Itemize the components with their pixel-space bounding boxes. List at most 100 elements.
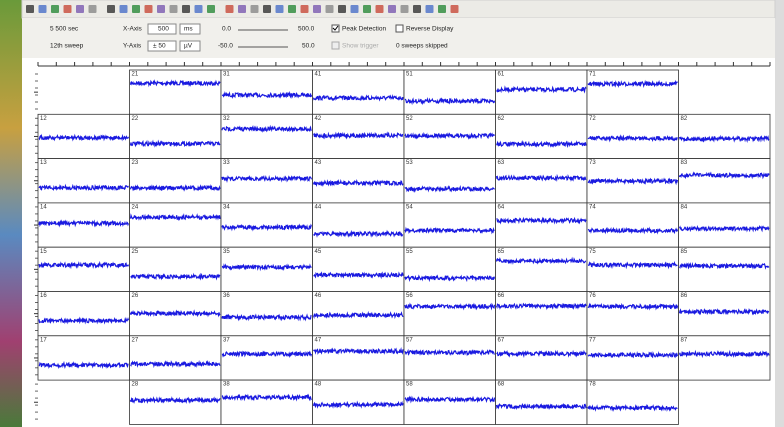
tool-button[interactable] xyxy=(195,5,203,13)
channel-label: 12 xyxy=(40,116,47,122)
tool-button[interactable] xyxy=(363,5,371,13)
tool-button[interactable] xyxy=(263,5,271,13)
tool-button[interactable] xyxy=(288,5,296,13)
channel-cell xyxy=(38,292,130,336)
channel-cell xyxy=(587,247,679,291)
channel-cell xyxy=(130,159,222,203)
channel-cell xyxy=(496,203,588,247)
tool-button[interactable] xyxy=(413,5,421,13)
tool-button[interactable] xyxy=(251,5,259,13)
tool-button[interactable] xyxy=(376,5,384,13)
tool-button[interactable] xyxy=(301,5,309,13)
channel-cell xyxy=(221,292,313,336)
channel-label: 16 xyxy=(40,293,47,299)
tool-button[interactable] xyxy=(145,5,153,13)
trigger-checkbox[interactable] xyxy=(332,42,339,49)
tool-button[interactable] xyxy=(26,5,34,13)
window-edge xyxy=(775,0,784,427)
control-panel xyxy=(22,18,775,58)
channel-cell xyxy=(587,292,679,336)
channel-label: 77 xyxy=(589,337,596,343)
channel-label: 43 xyxy=(315,160,322,166)
channel-label: 15 xyxy=(40,249,47,255)
tool-button[interactable] xyxy=(438,5,446,13)
tool-button[interactable] xyxy=(76,5,84,13)
channel-label: 44 xyxy=(315,204,322,210)
channel-label: 64 xyxy=(498,204,505,210)
channel-label: 84 xyxy=(681,204,688,210)
tool-button[interactable] xyxy=(226,5,234,13)
tool-button[interactable] xyxy=(157,5,165,13)
channel-cell xyxy=(130,247,222,291)
desktop-strip xyxy=(0,0,22,427)
tool-button[interactable] xyxy=(107,5,115,13)
channel-label: 54 xyxy=(406,204,413,210)
channel-label: 78 xyxy=(589,382,596,388)
y-min: -50.0 xyxy=(218,43,233,50)
channel-cell xyxy=(404,203,496,247)
channel-label: 52 xyxy=(406,116,413,122)
channel-cell xyxy=(130,70,222,114)
peak-detection: Peak Detection xyxy=(342,26,386,33)
tool-button[interactable] xyxy=(89,5,97,13)
channel-label: 53 xyxy=(406,160,413,166)
app-window: 5 500 sec 12th sweep X-Axis 500 ms Y-Axi… xyxy=(0,0,784,427)
tool-button[interactable] xyxy=(338,5,346,13)
channel-cell xyxy=(221,159,313,203)
channel-label: 47 xyxy=(315,337,322,343)
channel-label: 58 xyxy=(406,382,413,388)
channel-label: 82 xyxy=(681,116,688,122)
x-min: 0.0 xyxy=(222,26,231,33)
tool-button[interactable] xyxy=(207,5,215,13)
sweep-time: 5 500 sec xyxy=(50,26,79,33)
reverse-checkbox[interactable] xyxy=(396,25,403,32)
channel-cell xyxy=(679,336,771,380)
tool-button[interactable] xyxy=(451,5,459,13)
reverse-display: Reverse Display xyxy=(406,26,454,33)
channel-label: 27 xyxy=(132,337,139,343)
channel-cell xyxy=(587,336,679,380)
tool-button[interactable] xyxy=(313,5,321,13)
channel-label: 26 xyxy=(132,293,139,299)
channel-cell xyxy=(130,380,222,424)
tool-button[interactable] xyxy=(276,5,284,13)
channel-cell xyxy=(496,70,588,114)
tool-button[interactable] xyxy=(238,5,246,13)
channel-label: 65 xyxy=(498,249,505,255)
channel-cell xyxy=(404,247,496,291)
channel-label: 35 xyxy=(223,249,230,255)
tool-button[interactable] xyxy=(170,5,178,13)
tool-button[interactable] xyxy=(64,5,72,13)
tool-button[interactable] xyxy=(426,5,434,13)
channel-label: 38 xyxy=(223,382,230,388)
tool-button[interactable] xyxy=(120,5,128,13)
channel-label: 71 xyxy=(589,72,596,78)
channel-label: 85 xyxy=(681,249,688,255)
channel-label: 23 xyxy=(132,160,139,166)
tool-button[interactable] xyxy=(39,5,47,13)
channel-cell xyxy=(221,203,313,247)
channel-cell xyxy=(496,380,588,424)
channel-label: 34 xyxy=(223,204,230,210)
channel-cell xyxy=(496,292,588,336)
channel-cell xyxy=(38,159,130,203)
channel-cell xyxy=(38,247,130,291)
channel-cell xyxy=(679,292,771,336)
tool-button[interactable] xyxy=(132,5,140,13)
channel-label: 55 xyxy=(406,249,413,255)
channel-cell xyxy=(404,159,496,203)
tool-button[interactable] xyxy=(388,5,396,13)
channel-cell xyxy=(221,114,313,158)
tool-button[interactable] xyxy=(401,5,409,13)
channel-cell xyxy=(404,336,496,380)
tool-button[interactable] xyxy=(51,5,59,13)
tool-button[interactable] xyxy=(326,5,334,13)
tool-button[interactable] xyxy=(182,5,190,13)
channel-label: 86 xyxy=(681,293,688,299)
channel-cell xyxy=(587,70,679,114)
y-max: 50.0 xyxy=(302,43,315,50)
channel-label: 75 xyxy=(589,249,596,255)
channel-label: 61 xyxy=(498,72,505,78)
tool-button[interactable] xyxy=(351,5,359,13)
